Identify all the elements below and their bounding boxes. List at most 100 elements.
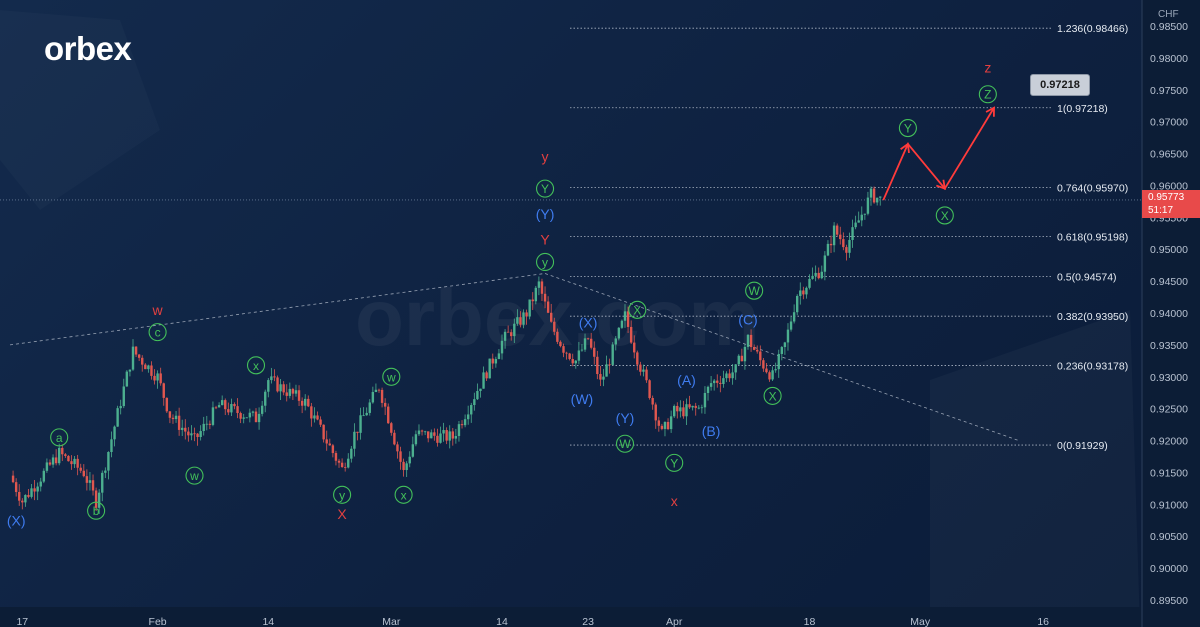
candle-body <box>58 447 61 464</box>
candle-body <box>657 420 661 426</box>
candle-body <box>36 486 39 492</box>
price-tick-label: 0.93000 <box>1150 372 1188 384</box>
candle-body <box>817 272 820 279</box>
candle-body <box>310 406 313 419</box>
candle-body <box>24 494 27 503</box>
price-tick-label: 0.91000 <box>1150 499 1188 511</box>
candle-body <box>756 349 759 352</box>
candle-body <box>350 448 353 459</box>
projection-arrowhead <box>985 106 995 117</box>
projection-arrowhead <box>936 179 946 190</box>
candle-body <box>811 275 814 279</box>
wave-label: X <box>941 209 949 223</box>
candle-body <box>645 369 648 381</box>
candle-body <box>291 388 295 394</box>
fib-level-label: 1.236(0.98466) <box>1057 23 1128 35</box>
candle-body <box>466 414 470 420</box>
candle-body <box>21 500 24 503</box>
candle-body <box>728 373 731 379</box>
candle-body <box>113 426 116 440</box>
candle-body <box>685 404 688 417</box>
wave-label: (Y) <box>536 206 555 222</box>
last-price-value: 0.95773 <box>1148 192 1185 203</box>
candle-body <box>334 453 338 461</box>
candle-body <box>562 346 565 353</box>
candle-body <box>808 278 811 288</box>
candle-body <box>276 377 279 392</box>
candle-body <box>503 331 507 341</box>
last-price-tag: 0.95773 51:17 <box>1142 190 1200 218</box>
candle-body <box>402 461 405 471</box>
candle-body <box>107 452 110 471</box>
wave-label: x <box>253 359 259 373</box>
candle-body <box>331 445 335 454</box>
fib-level-label: 1(0.97218) <box>1057 103 1108 115</box>
candle-body <box>73 458 76 465</box>
candle-body <box>743 346 747 362</box>
wave-label-circle <box>148 323 167 342</box>
candle-body <box>254 411 258 423</box>
candle-body <box>832 225 836 246</box>
candle-body <box>411 444 415 457</box>
candle-body <box>85 476 89 483</box>
candle-body <box>196 433 199 438</box>
candle-body <box>774 369 777 371</box>
candle-body <box>150 365 153 376</box>
candle-body <box>802 290 805 295</box>
candle-body <box>749 334 753 348</box>
candle-body <box>525 312 528 317</box>
candle-body <box>328 443 331 446</box>
candle-body <box>110 439 113 453</box>
candle-body <box>765 368 768 373</box>
candle-body <box>752 347 756 350</box>
candle-body <box>125 371 129 387</box>
candle-body <box>494 359 498 364</box>
candle-body <box>605 364 608 377</box>
candle-body <box>780 347 784 354</box>
candle-body <box>304 398 307 406</box>
wave-label: Z <box>984 88 991 102</box>
candle-body <box>319 419 322 425</box>
candle-body <box>574 360 577 364</box>
candle-body <box>500 340 504 354</box>
wave-label-circle <box>615 434 635 453</box>
candle-body <box>633 342 636 353</box>
price-tick-label: 0.93500 <box>1150 340 1188 352</box>
candle-body <box>586 338 590 340</box>
candle-body <box>267 380 270 392</box>
candle-body <box>875 197 879 203</box>
candle-body <box>571 358 574 364</box>
projection-path <box>882 107 995 201</box>
candle-body <box>122 386 125 407</box>
candle-body <box>97 492 101 508</box>
candle-body <box>673 405 676 417</box>
candle-body <box>470 405 473 415</box>
candle-body <box>45 462 49 471</box>
orbex-logo: orbex <box>44 30 132 67</box>
candle-body <box>137 354 141 358</box>
candle-body <box>368 402 371 413</box>
wave-label: w <box>152 302 164 318</box>
fib-level-label: 0.382(0.93950) <box>1057 311 1128 323</box>
fib-level-label: 0.618(0.95198) <box>1057 232 1128 244</box>
price-tick-label: 0.94500 <box>1150 276 1188 288</box>
candle-body <box>119 406 122 409</box>
wave-label-circle <box>394 485 413 504</box>
candle-body <box>660 425 664 429</box>
candle-body <box>134 346 138 355</box>
wave-label: b <box>93 504 100 518</box>
candle-body <box>531 299 534 302</box>
candle-body <box>869 188 873 198</box>
candle-body <box>768 372 771 380</box>
candle-body <box>519 317 522 325</box>
time-tick-label: May <box>910 616 931 627</box>
candle-body <box>82 470 85 477</box>
candle-body <box>460 424 464 426</box>
candle-body <box>33 488 36 492</box>
candle-body <box>623 311 627 321</box>
candle-body <box>279 384 282 392</box>
candle-body <box>205 423 208 425</box>
candle-body <box>445 430 448 441</box>
candle-body <box>835 225 839 235</box>
